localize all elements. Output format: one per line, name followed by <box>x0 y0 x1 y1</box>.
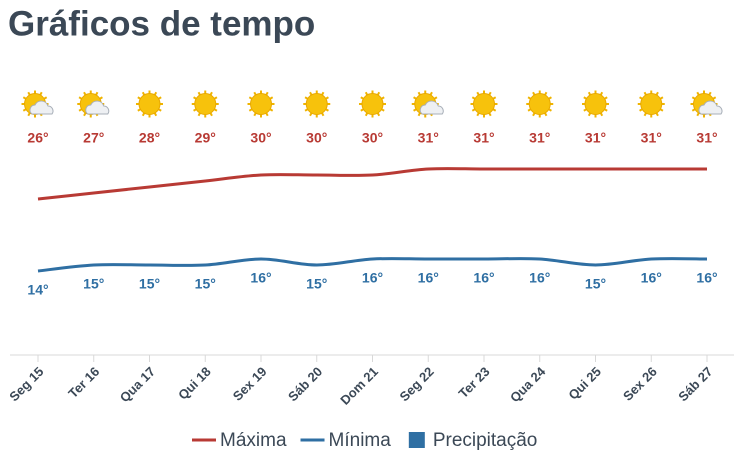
legend-label: Máxima <box>220 430 287 451</box>
x-tick-label: Sex 19 <box>230 364 270 404</box>
data-label: 16° <box>473 270 494 286</box>
data-label: 16° <box>696 270 717 286</box>
sun <box>640 93 663 115</box>
sun <box>194 93 217 115</box>
weather-icon <box>526 90 554 118</box>
data-label: 30° <box>306 130 327 146</box>
sun <box>584 93 607 115</box>
sun <box>361 93 384 115</box>
x-tick-label: Seg 15 <box>6 364 46 404</box>
sun <box>528 93 551 115</box>
data-label: 15° <box>585 276 606 292</box>
series-line <box>37 257 708 273</box>
weather-icon <box>21 90 54 118</box>
data-label: 31° <box>696 130 717 146</box>
data-label: 31° <box>529 130 550 146</box>
legend-swatch <box>408 432 425 448</box>
x-tick-label: Seg 22 <box>397 364 437 404</box>
weather-icon <box>637 90 665 118</box>
x-tick-label: Qui 25 <box>565 364 604 403</box>
sun <box>305 93 328 115</box>
weather-icon <box>470 90 498 118</box>
data-label: 27° <box>83 130 104 146</box>
data-label: 26° <box>27 130 48 146</box>
sun <box>473 93 495 115</box>
x-tick-label: Sáb 20 <box>285 364 325 404</box>
weather-icon <box>359 90 386 118</box>
x-tick-label: Sáb 27 <box>675 364 715 404</box>
weather-icon <box>136 90 163 118</box>
cloud <box>85 100 110 115</box>
data-label: 16° <box>529 270 550 286</box>
data-label: 29° <box>195 130 216 146</box>
data-label: 16° <box>362 270 383 286</box>
cloud <box>419 100 444 115</box>
data-label: 30° <box>362 130 383 146</box>
cloud <box>29 100 54 115</box>
data-label: 31° <box>418 130 439 146</box>
x-tick-label: Sex 26 <box>620 364 660 404</box>
weather-icon <box>77 90 110 118</box>
data-label: 14° <box>27 282 48 298</box>
x-tick-label: Ter 23 <box>456 364 493 401</box>
data-label: 31° <box>473 130 494 146</box>
x-tick-label: Qua 17 <box>117 364 158 405</box>
x-tick-label: Qua 24 <box>507 363 549 405</box>
sun <box>138 93 161 115</box>
weather-icon <box>247 90 275 118</box>
x-tick-label: Qui 18 <box>175 364 214 403</box>
data-label: 30° <box>250 130 271 146</box>
data-label: 28° <box>139 130 160 146</box>
weather-icon <box>582 90 609 118</box>
data-label: 15° <box>139 276 160 292</box>
data-label: 15° <box>195 276 216 292</box>
legend-label: Mínima <box>329 430 392 451</box>
data-label: 31° <box>585 130 606 146</box>
weather-icon <box>411 90 444 118</box>
data-label: 15° <box>83 276 104 292</box>
data-label: 15° <box>306 276 327 292</box>
weather-icon <box>303 90 331 118</box>
x-tick-label: Dom 21 <box>337 364 381 408</box>
weather-icon <box>690 90 723 118</box>
legend-label: Precipitação <box>433 430 538 451</box>
data-label: 16° <box>641 270 662 286</box>
data-label: 16° <box>250 270 271 286</box>
cloud <box>698 100 723 115</box>
weather-icon <box>191 90 219 118</box>
series-line <box>37 167 707 201</box>
data-label: 16° <box>418 270 439 286</box>
x-tick-label: Ter 16 <box>65 364 102 401</box>
chart-title: Gráficos de tempo <box>8 4 315 43</box>
data-label: 31° <box>641 130 662 146</box>
sun <box>250 93 272 115</box>
